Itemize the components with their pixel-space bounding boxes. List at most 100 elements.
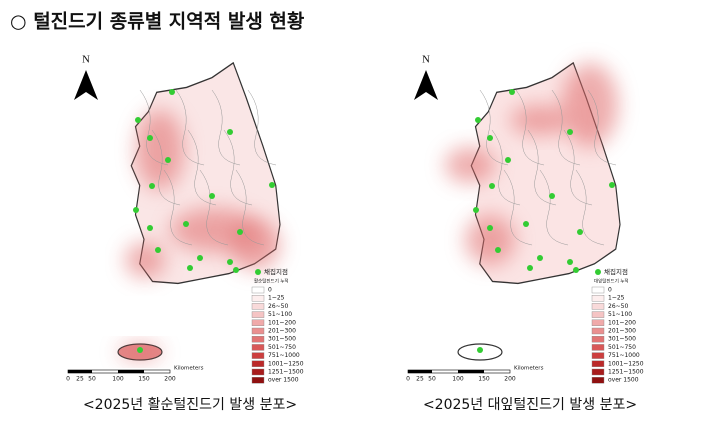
legend-swatch [251, 360, 265, 367]
density-area [562, 63, 618, 147]
scale-label: 100 [452, 376, 464, 383]
sampling-site [505, 157, 511, 163]
sampling-site [209, 193, 215, 199]
north-arrow [414, 70, 438, 100]
sampling-site [487, 135, 493, 141]
legend-label: 1~25 [608, 295, 625, 302]
legend-swatch [251, 303, 265, 310]
legend-label: 301~500 [608, 336, 636, 343]
legend-label: 1~25 [268, 295, 285, 302]
legend-title: 채집지점 [264, 267, 288, 276]
sampling-site [133, 207, 139, 213]
district-line [503, 169, 533, 246]
district-line [211, 89, 241, 166]
district-line [247, 89, 277, 166]
legend-subtitle: 대잎털진드기 누적 [594, 278, 629, 285]
sampling-site [233, 267, 239, 273]
page-title: ○ 털진드기 종류별 지역적 발생 현황 [10, 10, 305, 33]
legend-label: 501~750 [608, 344, 636, 351]
map-caption: <2025년 활순털진드기 발생 분포> [83, 397, 297, 413]
legend-swatch [251, 344, 265, 351]
sampling-site [509, 89, 515, 95]
legend-swatch [251, 352, 265, 359]
scale-bar-fill [458, 370, 484, 373]
legend-swatch [251, 368, 265, 376]
district-line [491, 129, 521, 206]
sampling-site [155, 247, 161, 253]
legend-label: 1251~1500 [608, 369, 644, 376]
sampling-site [537, 255, 543, 261]
legend-swatch [591, 352, 605, 359]
district-line [187, 129, 217, 206]
sampling-site [169, 89, 175, 95]
sampling-site [577, 229, 583, 235]
legend-swatch [251, 311, 265, 318]
map-caption: <2025년 대잎털진드기 발생 분포> [423, 397, 637, 413]
sampling-site [489, 183, 495, 189]
district-line [587, 89, 617, 166]
sampling-site [227, 259, 233, 265]
scale-label: 50 [428, 376, 436, 383]
legend-label: 751~1000 [608, 352, 640, 359]
district-line [551, 89, 581, 166]
scale-label: 0 [406, 376, 410, 383]
sampling-site [475, 117, 481, 123]
legend-swatch [251, 295, 265, 302]
scale-label: 100 [112, 376, 124, 383]
legend-subtitle: 활순털진드기 누적 [254, 278, 289, 285]
scale-label: 150 [138, 376, 150, 383]
legend-swatch [591, 336, 605, 343]
legend-swatch [591, 295, 605, 302]
sampling-site [147, 135, 153, 141]
density-area [136, 110, 184, 190]
sampling-site [269, 182, 275, 188]
density-area [230, 220, 280, 270]
legend-label: 501~750 [268, 344, 296, 351]
sampling-site [487, 225, 493, 231]
density-area [510, 105, 570, 135]
legend-swatch [251, 319, 265, 326]
district-line [539, 169, 569, 246]
sampling-site [135, 117, 141, 123]
legend-label: 101~200 [268, 319, 296, 326]
sampling-site [477, 347, 483, 353]
legend-label: 1251~1500 [268, 369, 304, 376]
scale-bar-fill [408, 370, 432, 373]
legend-label: 51~100 [268, 311, 292, 318]
sampling-site [237, 229, 243, 235]
sampling-site [495, 247, 501, 253]
sampling-site [137, 347, 143, 353]
scale-label: 200 [164, 376, 176, 383]
legend-swatch [591, 311, 605, 318]
legend-swatch [251, 336, 265, 343]
legend-swatch [251, 286, 265, 294]
scale-label: 150 [478, 376, 490, 383]
sampling-site [147, 225, 153, 231]
district-line [199, 169, 229, 246]
legend-label: 201~300 [268, 328, 296, 335]
district-line [175, 89, 205, 166]
sampling-site [609, 182, 615, 188]
legend-swatch [251, 327, 265, 335]
legend-label: 51~100 [608, 311, 632, 318]
sampling-site [187, 265, 193, 271]
district-line [151, 129, 181, 206]
north-arrow [74, 70, 98, 100]
scale-label: 25 [416, 376, 424, 383]
legend-label: 1001~1250 [268, 360, 304, 367]
legend-label: 0 [608, 287, 612, 294]
scale-label: 25 [76, 376, 84, 383]
density-area [445, 147, 495, 183]
scale-label: 50 [88, 376, 96, 383]
legend-label: over 1500 [268, 377, 299, 384]
sampling-site [473, 207, 479, 213]
scale-unit: Kilometers [514, 366, 544, 372]
legend-swatch [591, 344, 605, 351]
density-area [465, 215, 515, 265]
legend-label: 751~1000 [268, 352, 300, 359]
district-line [163, 169, 193, 246]
legend-label: 0 [268, 287, 272, 294]
